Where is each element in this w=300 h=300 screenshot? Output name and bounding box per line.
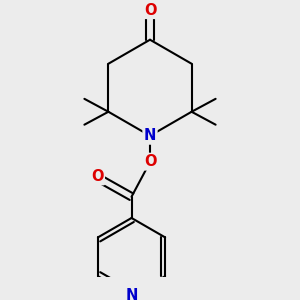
Text: N: N	[125, 288, 138, 300]
Text: O: O	[144, 154, 156, 169]
Text: O: O	[91, 169, 104, 184]
Text: O: O	[144, 3, 156, 18]
Text: N: N	[144, 128, 156, 143]
